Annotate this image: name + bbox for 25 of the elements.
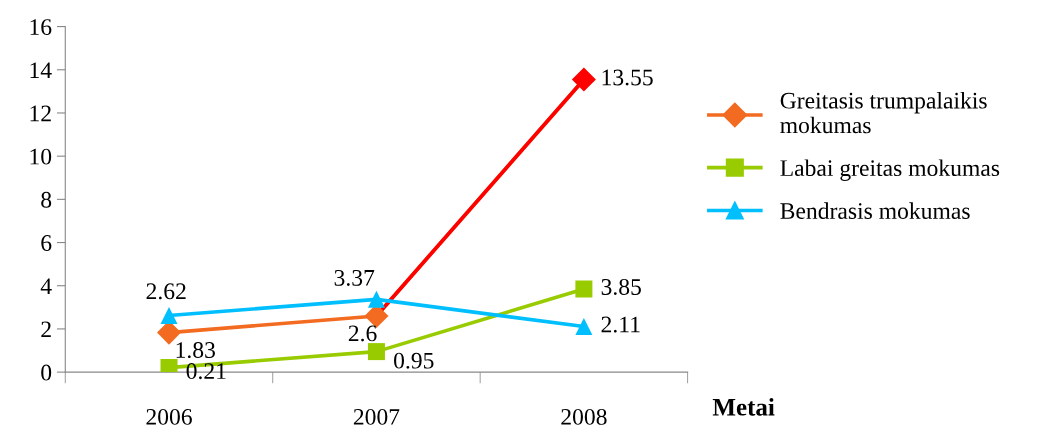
y-tick-label: 0 [41,364,52,381]
x-tick-label: 2008 [561,408,607,425]
x-axis-title: Metai [712,398,775,416]
data-label: 2.6 [348,325,377,342]
y-tick-label: 10 [30,148,52,165]
data-label: 2.62 [146,283,186,300]
data-label: 0.21 [186,363,226,380]
y-tick-label: 12 [30,105,51,122]
x-tick-label: 2006 [146,408,192,425]
data-label: 0.95 [394,352,434,369]
legend-label: Greitasis trumpalaikis mokumas [780,92,987,134]
x-tick-label: 2007 [353,408,400,425]
y-tick-label: 6 [41,235,52,251]
data-label: 13.55 [602,69,653,86]
legend-label: Labai greitas mokumas [780,159,1000,181]
data-label: 1.83 [176,342,215,359]
legend-label: Bendrasis mokumas [780,202,970,219]
data-label: 2.11 [601,316,640,333]
data-label: 3.37 [334,269,375,286]
y-tick-label: 16 [30,19,52,35]
y-tick-label: 4 [40,278,52,294]
y-tick-label: 2 [41,321,51,338]
y-tick-label: 14 [30,62,52,78]
y-tick-label: 8 [41,191,52,208]
data-label: 3.85 [601,278,641,295]
